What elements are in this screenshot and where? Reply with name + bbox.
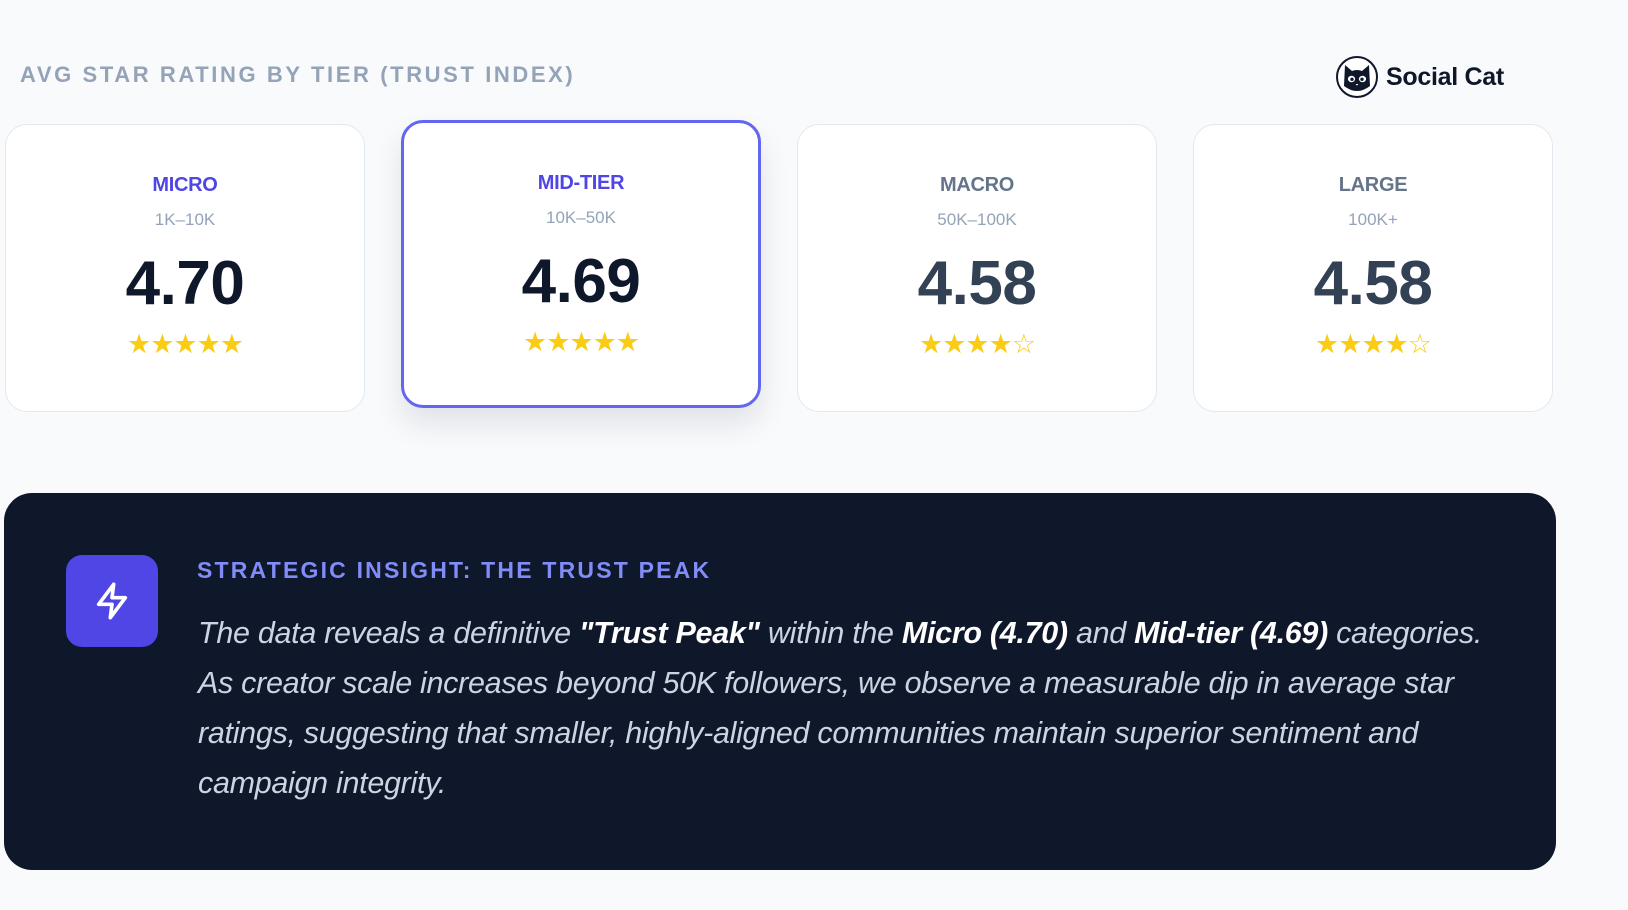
tier-name: LARGE bbox=[1338, 174, 1408, 196]
insight-text: categories. As creator scale increases b… bbox=[198, 616, 1482, 800]
insight-body: The data reveals a definitive "Trust Pea… bbox=[198, 608, 1518, 808]
brand-name: Social Cat bbox=[1386, 62, 1504, 91]
tier-card-macro: MACRO 50K–100K 4.58 ★★★★☆ bbox=[797, 124, 1157, 412]
tier-range: 10K–50K bbox=[546, 208, 616, 227]
tier-score: 4.69 bbox=[521, 247, 641, 316]
star-rating: ★★★★★ bbox=[126, 329, 244, 360]
insight-highlight-trust-peak: "Trust Peak" bbox=[578, 616, 760, 650]
cat-face-icon bbox=[1336, 56, 1378, 98]
tier-name: MID-TIER bbox=[537, 172, 625, 194]
insight-title: STRATEGIC INSIGHT: THE TRUST PEAK bbox=[197, 557, 712, 583]
tier-score: 4.58 bbox=[1313, 249, 1433, 318]
tier-card-mid-tier: MID-TIER 10K–50K 4.69 ★★★★★ bbox=[401, 120, 761, 408]
tier-name: MICRO bbox=[152, 174, 218, 196]
star-rating: ★★★★★ bbox=[522, 327, 640, 358]
insight-highlight-micro: Micro (4.70) bbox=[901, 616, 1068, 650]
star-rating: ★★★★☆ bbox=[1314, 329, 1432, 360]
tier-score: 4.70 bbox=[125, 249, 245, 318]
insight-text: and bbox=[1067, 616, 1135, 650]
brand-logo: Social Cat bbox=[1336, 56, 1504, 98]
strategic-insight-panel: STRATEGIC INSIGHT: THE TRUST PEAK The da… bbox=[4, 493, 1556, 870]
star-rating: ★★★★☆ bbox=[918, 329, 1036, 360]
insight-text: The data reveals a definitive bbox=[198, 616, 579, 650]
tier-card-micro: MICRO 1K–10K 4.70 ★★★★★ bbox=[5, 124, 365, 412]
tier-card-large: LARGE 100K+ 4.58 ★★★★☆ bbox=[1193, 124, 1553, 412]
lightning-bolt-icon bbox=[66, 555, 158, 647]
tier-range: 100K+ bbox=[1348, 210, 1398, 229]
tier-score: 4.58 bbox=[917, 249, 1037, 318]
insight-text: within the bbox=[759, 616, 902, 650]
tier-range: 1K–10K bbox=[154, 210, 216, 229]
insight-highlight-mid-tier: Mid-tier (4.69) bbox=[1134, 616, 1328, 650]
section-title: AVG STAR RATING BY TIER (TRUST INDEX) bbox=[20, 62, 576, 87]
tier-range: 50K–100K bbox=[937, 210, 1017, 229]
tier-name: MACRO bbox=[939, 174, 1015, 196]
